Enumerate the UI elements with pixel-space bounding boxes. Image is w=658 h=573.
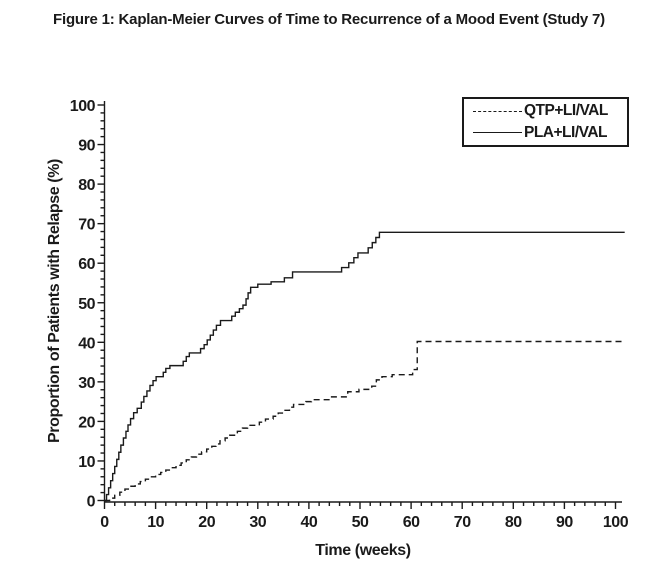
x-tick-label: 90	[556, 514, 573, 531]
x-tick-label: 50	[352, 514, 369, 531]
x-tick-label: 70	[454, 514, 471, 531]
y-tick-label: 40	[78, 335, 95, 352]
x-axis-title: Time (weeks)	[315, 542, 411, 559]
y-tick-label: 10	[78, 454, 95, 471]
x-tick-label: 0	[100, 514, 109, 531]
solid-line-swatch	[473, 132, 522, 134]
legend-label-qtp: QTP+LI/VAL	[524, 102, 608, 120]
curve-qtp-li-val	[104, 340, 625, 502]
dashed-line-swatch	[473, 110, 522, 112]
y-tick-label: 90	[78, 138, 95, 155]
legend-entry-qtp: QTP+LI/VAL	[473, 102, 622, 120]
x-tick-label: 100	[603, 514, 629, 531]
x-tick-label: 40	[301, 514, 318, 531]
y-tick-label: 60	[78, 256, 95, 273]
y-tick-label: 100	[70, 98, 96, 115]
x-tick-label: 20	[198, 514, 215, 531]
y-tick-label: 30	[78, 375, 95, 392]
y-tick-label: 0	[87, 494, 96, 511]
x-tick-label: 60	[403, 514, 420, 531]
figure-title: Figure 1: Kaplan-Meier Curves of Time to…	[53, 11, 605, 28]
y-tick-label: 80	[78, 177, 95, 194]
legend-box: QTP+LI/VAL PLA+LI/VAL	[462, 97, 629, 147]
y-tick-label: 50	[78, 296, 95, 313]
y-axis-title: Proportion of Patients with Relapse (%)	[46, 159, 63, 443]
curve-pla-li-val	[104, 231, 625, 502]
legend-label-pla: PLA+LI/VAL	[524, 123, 607, 141]
x-tick-label: 30	[249, 514, 266, 531]
x-tick-label: 80	[505, 514, 522, 531]
legend-entry-pla: PLA+LI/VAL	[473, 124, 622, 142]
y-tick-label: 20	[78, 414, 95, 431]
x-tick-label: 10	[147, 514, 164, 531]
y-tick-label: 70	[78, 217, 95, 234]
